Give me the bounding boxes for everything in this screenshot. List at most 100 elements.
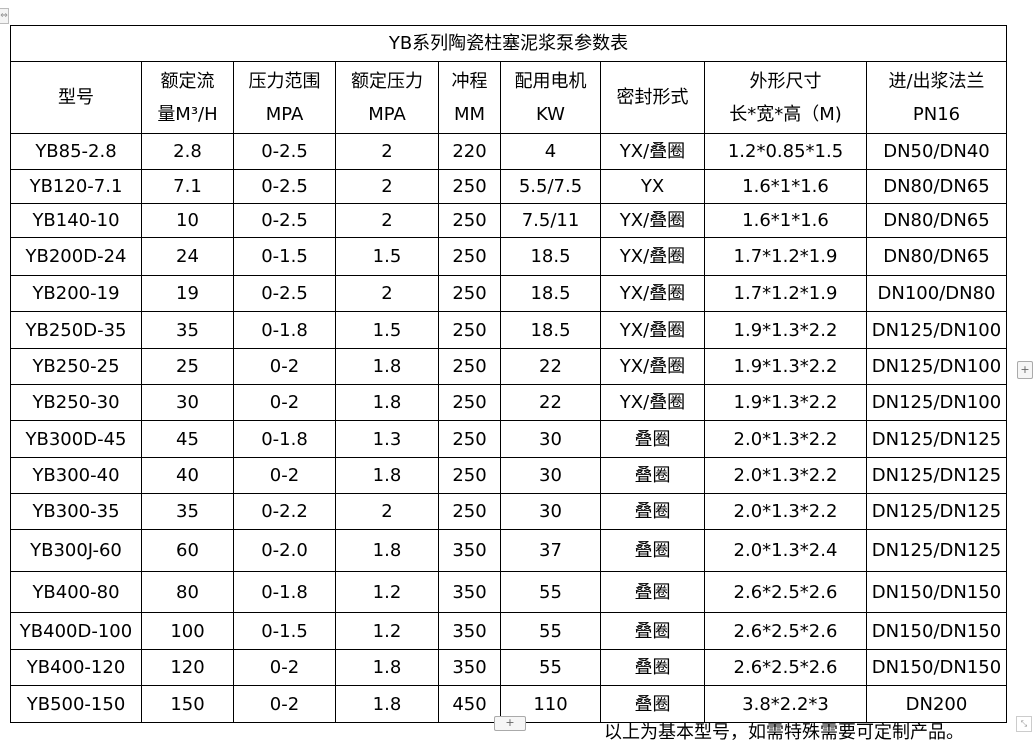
table-cell: 18.5: [500, 275, 601, 312]
table-cell: 2.0*1.3*2.4: [704, 529, 867, 572]
column-header-line: 压力范围: [248, 70, 321, 92]
column-header-line: 型号: [58, 87, 94, 108]
table-cell: 7.1: [141, 169, 234, 204]
table-cell: YB300D-45: [10, 420, 142, 458]
table-cell: 2.6*2.5*2.6: [704, 649, 867, 686]
table-cell: 30: [500, 457, 601, 494]
table-cell: 2: [335, 493, 439, 530]
table-cell: 22: [500, 348, 601, 385]
column-header-line: PN16: [912, 103, 961, 125]
table-cell: 22: [500, 384, 601, 421]
table-cell: 7.5/11: [500, 203, 601, 238]
table-cell: 2.6*2.5*2.6: [704, 612, 867, 650]
table-cell: 0-2.0: [233, 529, 336, 572]
table-cell: 55: [500, 612, 601, 650]
table-cell: 1.7*1.2*1.9: [704, 237, 867, 276]
add-row-button[interactable]: +: [494, 716, 526, 731]
table-cell: 250: [438, 237, 501, 276]
table-cell: 叠圈: [600, 571, 705, 613]
table-row: YB400-120 120 0-2 1.8 350 55 叠圈 2.6*2.5*2.6 DN15…: [10, 649, 1008, 686]
table-cell: 1.9*1.3*2.2: [704, 384, 867, 421]
table-cell: 350: [438, 649, 501, 686]
table-cell: 叠圈: [600, 457, 705, 494]
table-cell: YX/叠圈: [600, 311, 705, 349]
column-header-line: 密封形式: [616, 87, 689, 108]
table-cell: YB200D-24: [10, 237, 142, 276]
table-cell: 0-2: [233, 457, 336, 494]
table-cell: 0-2: [233, 649, 336, 686]
table-cell: 0-2.5: [233, 203, 336, 238]
table-cell: 叠圈: [600, 420, 705, 458]
table-cell: DN125/DN125: [865, 457, 1008, 494]
column-header-line: 外形尺寸: [749, 70, 822, 92]
table-cell: 250: [438, 275, 501, 312]
table-cell: 55: [500, 571, 601, 613]
table-cell: 35: [141, 311, 234, 349]
table-cell: YB400-120: [10, 649, 142, 686]
table-cell: 30: [500, 420, 601, 458]
table-cell: 250: [438, 420, 501, 458]
table-cell: 1.8: [335, 384, 439, 421]
table-cell: 40: [141, 457, 234, 494]
column-header-line: MPA: [265, 103, 304, 125]
table-cell: 250: [438, 457, 501, 494]
table-cell: 55: [500, 649, 601, 686]
table-cell: 1.2: [335, 612, 439, 650]
column-header-line: 配用电机: [514, 70, 587, 92]
table-cell: 19: [141, 275, 234, 312]
table-cell: DN125/DN100: [865, 384, 1008, 421]
table-cell: 24: [141, 237, 234, 276]
table-cell: 叠圈: [600, 685, 705, 723]
table-cell: DN125/DN100: [865, 348, 1008, 385]
table-cell: 0-1.8: [233, 311, 336, 349]
table-cell: 0-2.5: [233, 169, 336, 204]
pump-parameter-table: YB系列陶瓷柱塞泥浆泵参数表 型号 额定流 量M³/H 压力范围 MPA 额定压力 MPA 冲…: [9, 25, 1008, 723]
table-move-handle-icon[interactable]: ⇔: [0, 8, 9, 24]
table-cell: YB300-40: [10, 457, 142, 494]
table-cell: YX/叠圈: [600, 133, 705, 170]
table-cell: 0-1.5: [233, 612, 336, 650]
table-cell: 30: [141, 384, 234, 421]
table-resize-handle-icon[interactable]: ⤡: [1016, 716, 1032, 732]
table-row: YB400D-100 100 0-1.5 1.2 350 55 叠圈 2.6*2.5*2.6 D…: [10, 612, 1008, 650]
table-cell: DN150/DN150: [865, 571, 1008, 613]
table-cell: 0-2: [233, 384, 336, 421]
column-header: 配用电机 KW: [500, 61, 601, 134]
table-row: YB300-35 35 0-2.2 2 250 30 叠圈 2.0*1.3*2.2 DN125/…: [10, 493, 1008, 530]
table-cell: DN125/DN100: [865, 311, 1008, 349]
table-cell: 350: [438, 571, 501, 613]
table-cell: 35: [141, 493, 234, 530]
column-header-line: MM: [453, 103, 486, 125]
table-cell: YB400D-100: [10, 612, 142, 650]
table-row: YB140-10 10 0-2.5 2 250 7.5/11 YX/叠圈 1.6*1*1.6 D…: [10, 203, 1008, 238]
table-cell: 4: [500, 133, 601, 170]
table-row: YB300D-45 45 0-1.8 1.3 250 30 叠圈 2.0*1.3*2.2 DN1…: [10, 420, 1008, 458]
table-cell: YX/叠圈: [600, 348, 705, 385]
table-cell: 120: [141, 649, 234, 686]
table-cell: 250: [438, 384, 501, 421]
table-cell: 叠圈: [600, 649, 705, 686]
table-cell: 2.0*1.3*2.2: [704, 420, 867, 458]
table-cell: 5.5/7.5: [500, 169, 601, 204]
table-cell: 2.0*1.3*2.2: [704, 493, 867, 530]
table-cell: 1.5: [335, 237, 439, 276]
table-cell: 1.6*1*1.6: [704, 203, 867, 238]
column-header: 进/出浆法兰 PN16: [865, 61, 1008, 134]
table-cell: DN80/DN65: [865, 169, 1008, 204]
table-row: YB250D-35 35 0-1.8 1.5 250 18.5 YX/叠圈 1.9*1.3*2…: [10, 311, 1008, 349]
table-cell: 30: [500, 493, 601, 530]
table-cell: 1.9*1.3*2.2: [704, 348, 867, 385]
table-cell: YX/叠圈: [600, 275, 705, 312]
table-row: YB250-25 25 0-2 1.8 250 22 YX/叠圈 1.9*1.3*2.2 DN1…: [10, 348, 1008, 385]
table-cell: 1.8: [335, 685, 439, 723]
table-cell: YB400-80: [10, 571, 142, 613]
column-header: 密封形式: [600, 61, 705, 134]
table-cell: 1.7*1.2*1.9: [704, 275, 867, 312]
column-header: 外形尺寸 长*宽*高（M): [704, 61, 867, 134]
table-cell: 25: [141, 348, 234, 385]
table-cell: 150: [141, 685, 234, 723]
table-cell: 0-2.5: [233, 275, 336, 312]
add-column-button[interactable]: +: [1017, 361, 1033, 379]
table-cell: DN100/DN80: [865, 275, 1008, 312]
table-cell: 2.0*1.3*2.2: [704, 457, 867, 494]
